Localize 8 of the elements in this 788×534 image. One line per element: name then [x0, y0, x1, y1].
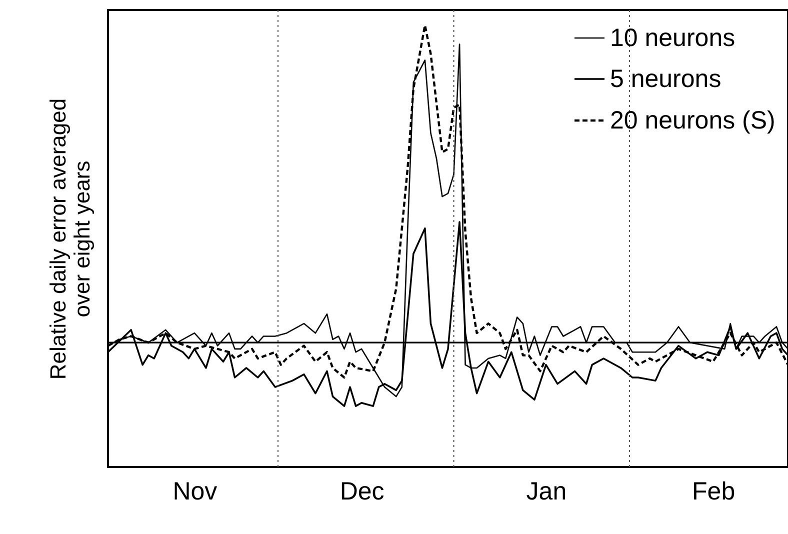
x-tick-label: Feb: [692, 478, 736, 506]
x-tick-label: Dec: [340, 478, 384, 506]
x-tick-label: Nov: [172, 478, 218, 506]
x-tick-label: Jan: [526, 478, 567, 506]
legend-label: 20 neurons (S): [610, 106, 776, 134]
legend-label: 5 neurons: [610, 65, 722, 93]
legend-label: 10 neurons: [610, 24, 736, 52]
y-axis-title: Relative daily error averaged over eight years: [46, 98, 94, 380]
